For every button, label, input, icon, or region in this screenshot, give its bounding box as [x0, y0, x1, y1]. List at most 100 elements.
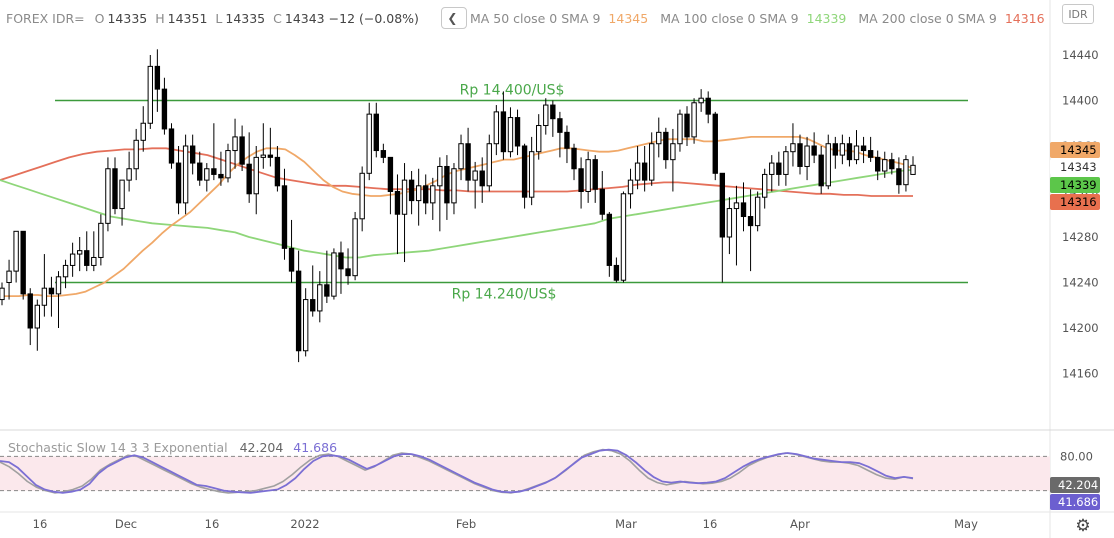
- candle-body[interactable]: [592, 159, 598, 190]
- candle-body[interactable]: [903, 159, 909, 186]
- candle-body[interactable]: [606, 213, 613, 266]
- candle-body[interactable]: [684, 113, 690, 138]
- candle-body[interactable]: [726, 208, 733, 238]
- candle-body[interactable]: [698, 97, 704, 104]
- gear-icon[interactable]: ⚙: [1075, 516, 1091, 535]
- candle-body[interactable]: [500, 111, 507, 153]
- candle-body[interactable]: [896, 168, 902, 186]
- candle-body[interactable]: [161, 88, 168, 130]
- candle-body[interactable]: [733, 202, 740, 210]
- candle-body[interactable]: [366, 113, 372, 174]
- candle-body[interactable]: [119, 179, 125, 210]
- candle-body[interactable]: [253, 156, 259, 195]
- candle-body[interactable]: [133, 139, 139, 170]
- candle-body[interactable]: [825, 143, 831, 187]
- candle-body[interactable]: [310, 299, 316, 312]
- candle-body[interactable]: [175, 162, 182, 204]
- candle-body[interactable]: [430, 185, 436, 204]
- candle-body[interactable]: [818, 154, 824, 187]
- candle-body[interactable]: [423, 185, 429, 204]
- level-annotation[interactable]: Rp 14.240/US$: [452, 287, 557, 303]
- candle-body[interactable]: [317, 284, 323, 312]
- candle-body[interactable]: [811, 145, 817, 156]
- candle-body[interactable]: [571, 147, 577, 170]
- candle-body[interactable]: [415, 185, 422, 202]
- candle-body[interactable]: [832, 143, 839, 156]
- candle-body[interactable]: [168, 128, 175, 164]
- candle-body[interactable]: [585, 159, 591, 192]
- candle-body[interactable]: [670, 143, 676, 161]
- collapse-legend-button[interactable]: ❮: [440, 7, 467, 29]
- candle-body[interactable]: [451, 168, 457, 204]
- candle-body[interactable]: [55, 276, 62, 295]
- candle-body[interactable]: [401, 179, 408, 215]
- candle-body[interactable]: [324, 284, 330, 297]
- candle-body[interactable]: [719, 172, 726, 238]
- candle-body[interactable]: [27, 293, 33, 329]
- candle-body[interactable]: [536, 125, 542, 153]
- candle-body[interactable]: [578, 168, 584, 192]
- stochastic-d-line[interactable]: [0, 448, 914, 494]
- candle-body[interactable]: [528, 151, 535, 198]
- candle-body[interactable]: [76, 250, 83, 255]
- candle-body[interactable]: [557, 118, 563, 133]
- candle-body[interactable]: [20, 230, 26, 295]
- candle-body[interactable]: [0, 287, 5, 301]
- candle-body[interactable]: [493, 111, 500, 145]
- candle-body[interactable]: [550, 104, 556, 120]
- candle-body[interactable]: [620, 193, 627, 281]
- candle-body[interactable]: [62, 264, 69, 278]
- candle-body[interactable]: [112, 168, 118, 210]
- candle-body[interactable]: [189, 145, 196, 164]
- candle-body[interactable]: [804, 145, 810, 167]
- candle-body[interactable]: [288, 247, 295, 272]
- candle-body[interactable]: [380, 150, 387, 158]
- candle-body[interactable]: [239, 136, 245, 165]
- candle-body[interactable]: [154, 65, 161, 90]
- stochastic-title[interactable]: Stochastic Slow 14 3 3 Exponential: [8, 440, 228, 455]
- candle-body[interactable]: [387, 156, 394, 192]
- candle-body[interactable]: [345, 268, 351, 277]
- candle-body[interactable]: [41, 287, 48, 306]
- ma100-line[interactable]: [0, 169, 914, 259]
- level-annotation[interactable]: Rp 14.400/US$: [460, 83, 565, 99]
- candle-body[interactable]: [338, 252, 344, 270]
- candle-body[interactable]: [13, 230, 19, 272]
- candle-body[interactable]: [740, 202, 747, 218]
- ma50-label[interactable]: MA 50 close 0 SMA 9: [469, 10, 601, 26]
- ma200-label[interactable]: MA 200 close 0 SMA 9: [858, 10, 997, 26]
- candle-body[interactable]: [486, 143, 492, 187]
- candle-body[interactable]: [641, 162, 648, 181]
- candle-body[interactable]: [91, 256, 97, 266]
- candle-body[interactable]: [613, 264, 620, 281]
- candle-body[interactable]: [267, 154, 274, 158]
- candle-body[interactable]: [599, 188, 605, 215]
- candle-body[interactable]: [260, 154, 266, 158]
- candle-body[interactable]: [246, 163, 252, 195]
- candle-body[interactable]: [352, 218, 358, 277]
- candle-body[interactable]: [521, 145, 528, 198]
- candle-body[interactable]: [458, 143, 464, 170]
- candle-body[interactable]: [479, 170, 485, 187]
- candle-body[interactable]: [182, 145, 189, 204]
- candle-body[interactable]: [302, 299, 309, 352]
- candle-body[interactable]: [6, 270, 12, 283]
- candle-body[interactable]: [274, 156, 281, 187]
- candle-body[interactable]: [472, 170, 478, 181]
- candle-body[interactable]: [514, 117, 521, 147]
- ma100-label[interactable]: MA 100 close 0 SMA 9: [660, 10, 799, 26]
- candle-body[interactable]: [564, 131, 570, 149]
- candle-body[interactable]: [359, 172, 365, 220]
- candle-body[interactable]: [705, 97, 711, 115]
- candle-body[interactable]: [790, 143, 796, 153]
- candle-body[interactable]: [910, 164, 916, 175]
- candle-body[interactable]: [204, 168, 210, 181]
- candle-body[interactable]: [754, 196, 761, 227]
- candle-body[interactable]: [69, 253, 76, 266]
- candle-body[interactable]: [691, 102, 697, 138]
- candle-body[interactable]: [762, 173, 768, 198]
- candle-body[interactable]: [295, 270, 302, 352]
- candle-body[interactable]: [867, 150, 874, 158]
- candle-body[interactable]: [860, 145, 867, 152]
- candle-body[interactable]: [394, 191, 401, 215]
